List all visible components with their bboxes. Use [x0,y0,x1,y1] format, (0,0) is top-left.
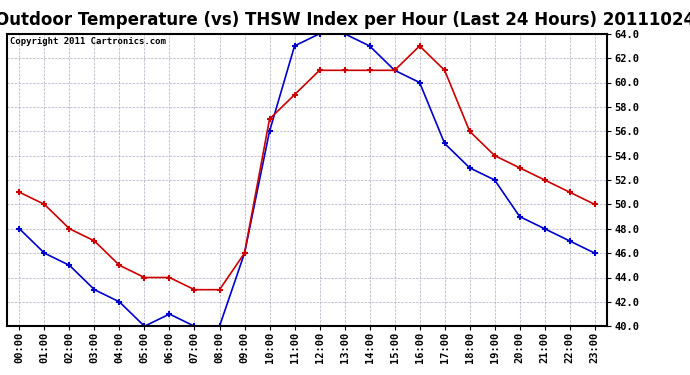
Text: Copyright 2011 Cartronics.com: Copyright 2011 Cartronics.com [10,37,166,46]
Text: Outdoor Temperature (vs) THSW Index per Hour (Last 24 Hours) 20111024: Outdoor Temperature (vs) THSW Index per … [0,11,690,29]
